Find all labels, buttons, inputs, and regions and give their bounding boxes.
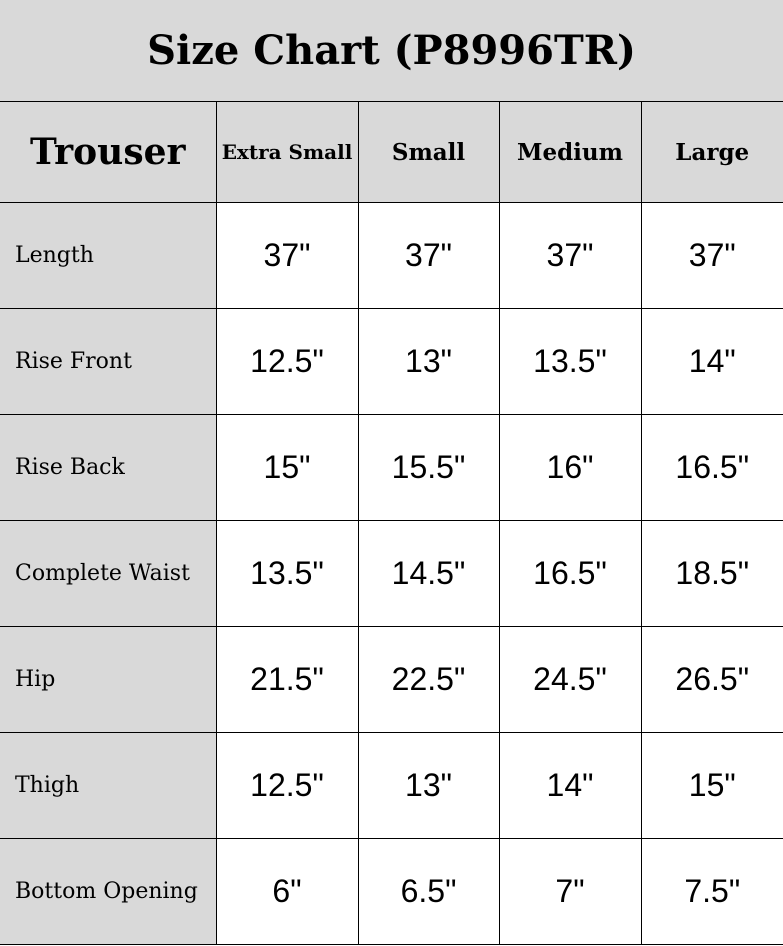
title-row: Size Chart (P8996TR) bbox=[0, 0, 783, 102]
measurement-value: 15" bbox=[640, 732, 783, 839]
measurement-label: Bottom Opening bbox=[0, 838, 217, 945]
measurement-label: Rise Front bbox=[0, 308, 217, 415]
measurement-label: Rise Back bbox=[0, 414, 217, 521]
size-header-large: Large bbox=[640, 101, 783, 203]
measurement-value: 16" bbox=[498, 414, 642, 521]
measurement-value: 15.5" bbox=[357, 414, 500, 521]
chart-title: Size Chart (P8996TR) bbox=[0, 0, 783, 102]
measurement-value: 22.5" bbox=[357, 626, 500, 733]
size-header-small: Small bbox=[357, 101, 500, 203]
measurement-value: 37" bbox=[640, 202, 783, 309]
measurement-value: 12.5" bbox=[215, 308, 359, 415]
measurement-value: 6" bbox=[215, 838, 359, 945]
measurement-value: 7.5" bbox=[640, 838, 783, 945]
measurement-value: 18.5" bbox=[640, 520, 783, 627]
measurement-value: 14.5" bbox=[357, 520, 500, 627]
header-row: Trouser Extra Small Small Medium Large bbox=[0, 101, 783, 203]
measurement-value: 13" bbox=[357, 308, 500, 415]
measurement-value: 37" bbox=[357, 202, 500, 309]
table-row: Thigh 12.5" 13" 14" 15" bbox=[0, 732, 783, 839]
measurement-value: 6.5" bbox=[357, 838, 500, 945]
table-row: Length 37" 37" 37" 37" bbox=[0, 202, 783, 309]
measurement-label: Complete Waist bbox=[0, 520, 217, 627]
measurement-label: Thigh bbox=[0, 732, 217, 839]
size-header-medium: Medium bbox=[498, 101, 642, 203]
measurement-value: 24.5" bbox=[498, 626, 642, 733]
measurement-value: 13.5" bbox=[498, 308, 642, 415]
table-row: Complete Waist 13.5" 14.5" 16.5" 18.5" bbox=[0, 520, 783, 627]
measurement-label: Length bbox=[0, 202, 217, 309]
measurement-value: 16.5" bbox=[498, 520, 642, 627]
measurement-value: 16.5" bbox=[640, 414, 783, 521]
measurement-value: 12.5" bbox=[215, 732, 359, 839]
garment-header: Trouser bbox=[0, 101, 217, 203]
measurement-value: 37" bbox=[498, 202, 642, 309]
measurement-value: 37" bbox=[215, 202, 359, 309]
measurement-value: 14" bbox=[498, 732, 642, 839]
measurement-value: 13" bbox=[357, 732, 500, 839]
measurement-value: 7" bbox=[498, 838, 642, 945]
measurement-value: 15" bbox=[215, 414, 359, 521]
measurement-value: 14" bbox=[640, 308, 783, 415]
table-row: Bottom Opening 6" 6.5" 7" 7.5" bbox=[0, 838, 783, 945]
measurement-value: 26.5" bbox=[640, 626, 783, 733]
table-row: Rise Back 15" 15.5" 16" 16.5" bbox=[0, 414, 783, 521]
table-row: Rise Front 12.5" 13" 13.5" 14" bbox=[0, 308, 783, 415]
measurement-value: 21.5" bbox=[215, 626, 359, 733]
measurement-value: 13.5" bbox=[215, 520, 359, 627]
size-header-extra-small: Extra Small bbox=[215, 101, 359, 203]
table-row: Hip 21.5" 22.5" 24.5" 26.5" bbox=[0, 626, 783, 733]
measurement-label: Hip bbox=[0, 626, 217, 733]
